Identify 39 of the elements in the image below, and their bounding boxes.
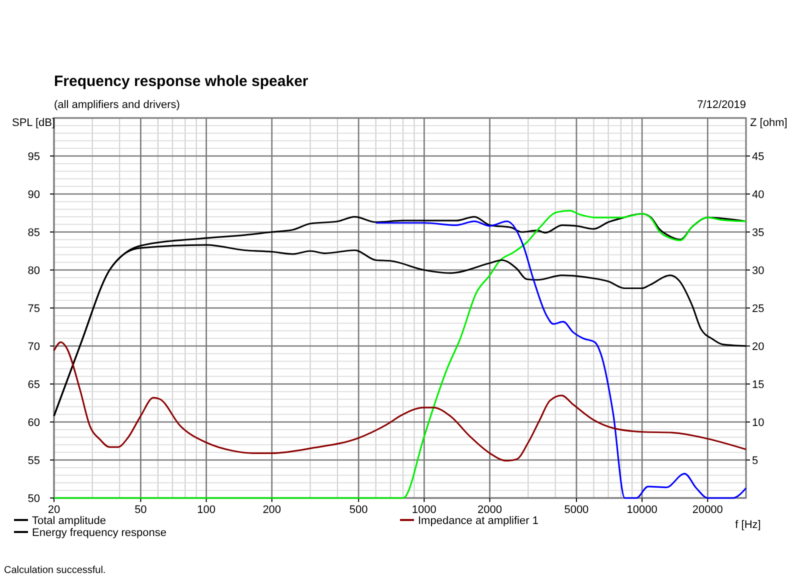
y-tick-label: 50 <box>28 493 40 505</box>
y2-tick-label: 20 <box>752 341 764 353</box>
y-tick-label: 65 <box>28 379 40 391</box>
y-axis-title: SPL [dB] <box>12 117 56 129</box>
y-tick-label: 55 <box>28 455 40 467</box>
y-tick-label: 90 <box>28 189 40 201</box>
x-tick-label: 100 <box>197 504 216 516</box>
legend-label: Total amplitude <box>32 515 106 527</box>
text: Calculation successful. <box>4 565 106 576</box>
x-tick-label: 500 <box>349 504 368 516</box>
y2-tick-label: 35 <box>752 227 764 239</box>
x-tick-label: 50 <box>134 504 147 516</box>
y-tick-label: 75 <box>28 303 40 315</box>
y-tick-label: 70 <box>28 341 40 353</box>
text: 7/12/2019 <box>697 99 746 111</box>
legend-label: Impedance at amplifier 1 <box>418 515 538 527</box>
x-tick-label: 200 <box>262 504 282 516</box>
x-tick-label: 20 <box>48 504 60 516</box>
y2-tick-label: 15 <box>752 379 764 391</box>
y-tick-label: 95 <box>28 151 40 163</box>
y2-axis-title: Z [ohm] <box>750 117 788 129</box>
x-tick-label: 10000 <box>626 504 658 516</box>
y2-tick-label: 25 <box>752 303 764 315</box>
x-tick-label: 1000 <box>412 504 436 516</box>
y2-tick-label: 30 <box>752 265 764 277</box>
chart-subtitle: (all amplifiers and drivers) <box>54 99 180 111</box>
x-axis-title: f [Hz] <box>735 519 761 531</box>
y2-tick-label: 10 <box>752 417 764 429</box>
chart-title: Frequency response whole speaker <box>54 73 308 90</box>
x-tick-label: 2000 <box>478 504 502 516</box>
x-tick-label: 20000 <box>692 504 723 516</box>
y-tick-label: 80 <box>28 265 40 277</box>
y2-tick-label: 5 <box>752 455 758 467</box>
y2-tick-label: 45 <box>752 151 764 163</box>
legend-label: Energy frequency response <box>32 527 167 539</box>
y-tick-label: 60 <box>28 417 40 429</box>
y2-tick-label: 40 <box>752 189 764 201</box>
y-tick-label: 85 <box>28 227 40 239</box>
x-tick-label: 5000 <box>564 504 589 516</box>
